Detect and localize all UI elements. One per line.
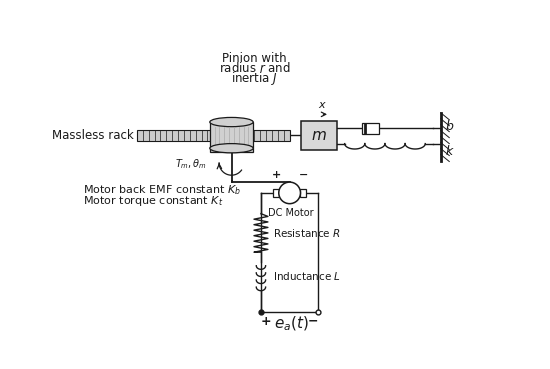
Text: +: + (272, 170, 280, 180)
Ellipse shape (210, 117, 253, 127)
Text: +: + (261, 314, 272, 328)
Text: Pinion with: Pinion with (222, 52, 287, 65)
Bar (362, 123, 379, 134)
Text: Resistance $R$: Resistance $R$ (273, 227, 341, 239)
Bar (137, 130, 290, 141)
Text: Motor back EMF constant $K_b$: Motor back EMF constant $K_b$ (82, 183, 241, 197)
Text: $m$: $m$ (311, 128, 327, 143)
Bar (301, 121, 337, 150)
Text: $e_a(t)$: $e_a(t)$ (274, 314, 309, 333)
Text: $b$: $b$ (444, 119, 454, 133)
Text: Motor torque constant $K_t$: Motor torque constant $K_t$ (82, 194, 223, 208)
Circle shape (279, 182, 300, 204)
Text: −: − (299, 170, 308, 180)
Text: −: − (307, 314, 318, 328)
Text: radius $r$ and: radius $r$ and (219, 61, 290, 75)
Text: $k$: $k$ (444, 144, 454, 158)
Text: inertia $J$: inertia $J$ (232, 70, 278, 87)
Bar (300, 189, 306, 197)
Text: $x$: $x$ (318, 100, 327, 110)
Ellipse shape (210, 144, 253, 153)
Text: DC Motor: DC Motor (268, 207, 314, 217)
Bar (210, 122, 253, 152)
Text: Inductance $L$: Inductance $L$ (273, 270, 342, 282)
Bar (273, 189, 279, 197)
Text: $T_m, \theta_m$: $T_m, \theta_m$ (175, 158, 207, 171)
Text: Massless rack: Massless rack (52, 129, 134, 142)
